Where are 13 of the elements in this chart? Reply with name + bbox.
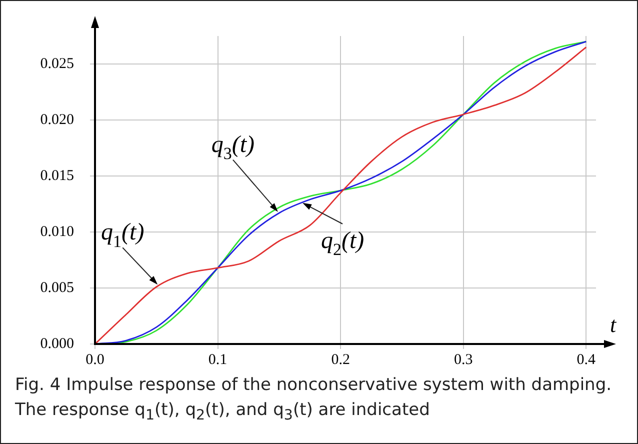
x-axis-title: t — [610, 312, 617, 337]
x-tick-label: 0.0 — [86, 352, 104, 368]
y-tick-label: 0.010 — [40, 224, 74, 240]
y-tick-label: 0.020 — [40, 112, 74, 128]
y-tick-label: 0.015 — [40, 168, 74, 184]
x-tick-label: 0.1 — [208, 352, 228, 368]
y-tick-label: 0.000 — [40, 336, 74, 352]
caption: Fig. 4 Impulse response of the nonconservative system with damping. The response q$_{1}$(t), q$_{2}$(t), and q$_{3}$(t) are indicated — [15, 374, 613, 426]
x-tick-label: 0.2 — [331, 352, 350, 368]
y-tick-label: 0.005 — [40, 280, 74, 296]
y-tick-label: 0.025 — [40, 56, 74, 72]
x-tick-label: 0.4 — [576, 352, 596, 368]
x-tick-label: 0.3 — [454, 352, 473, 368]
